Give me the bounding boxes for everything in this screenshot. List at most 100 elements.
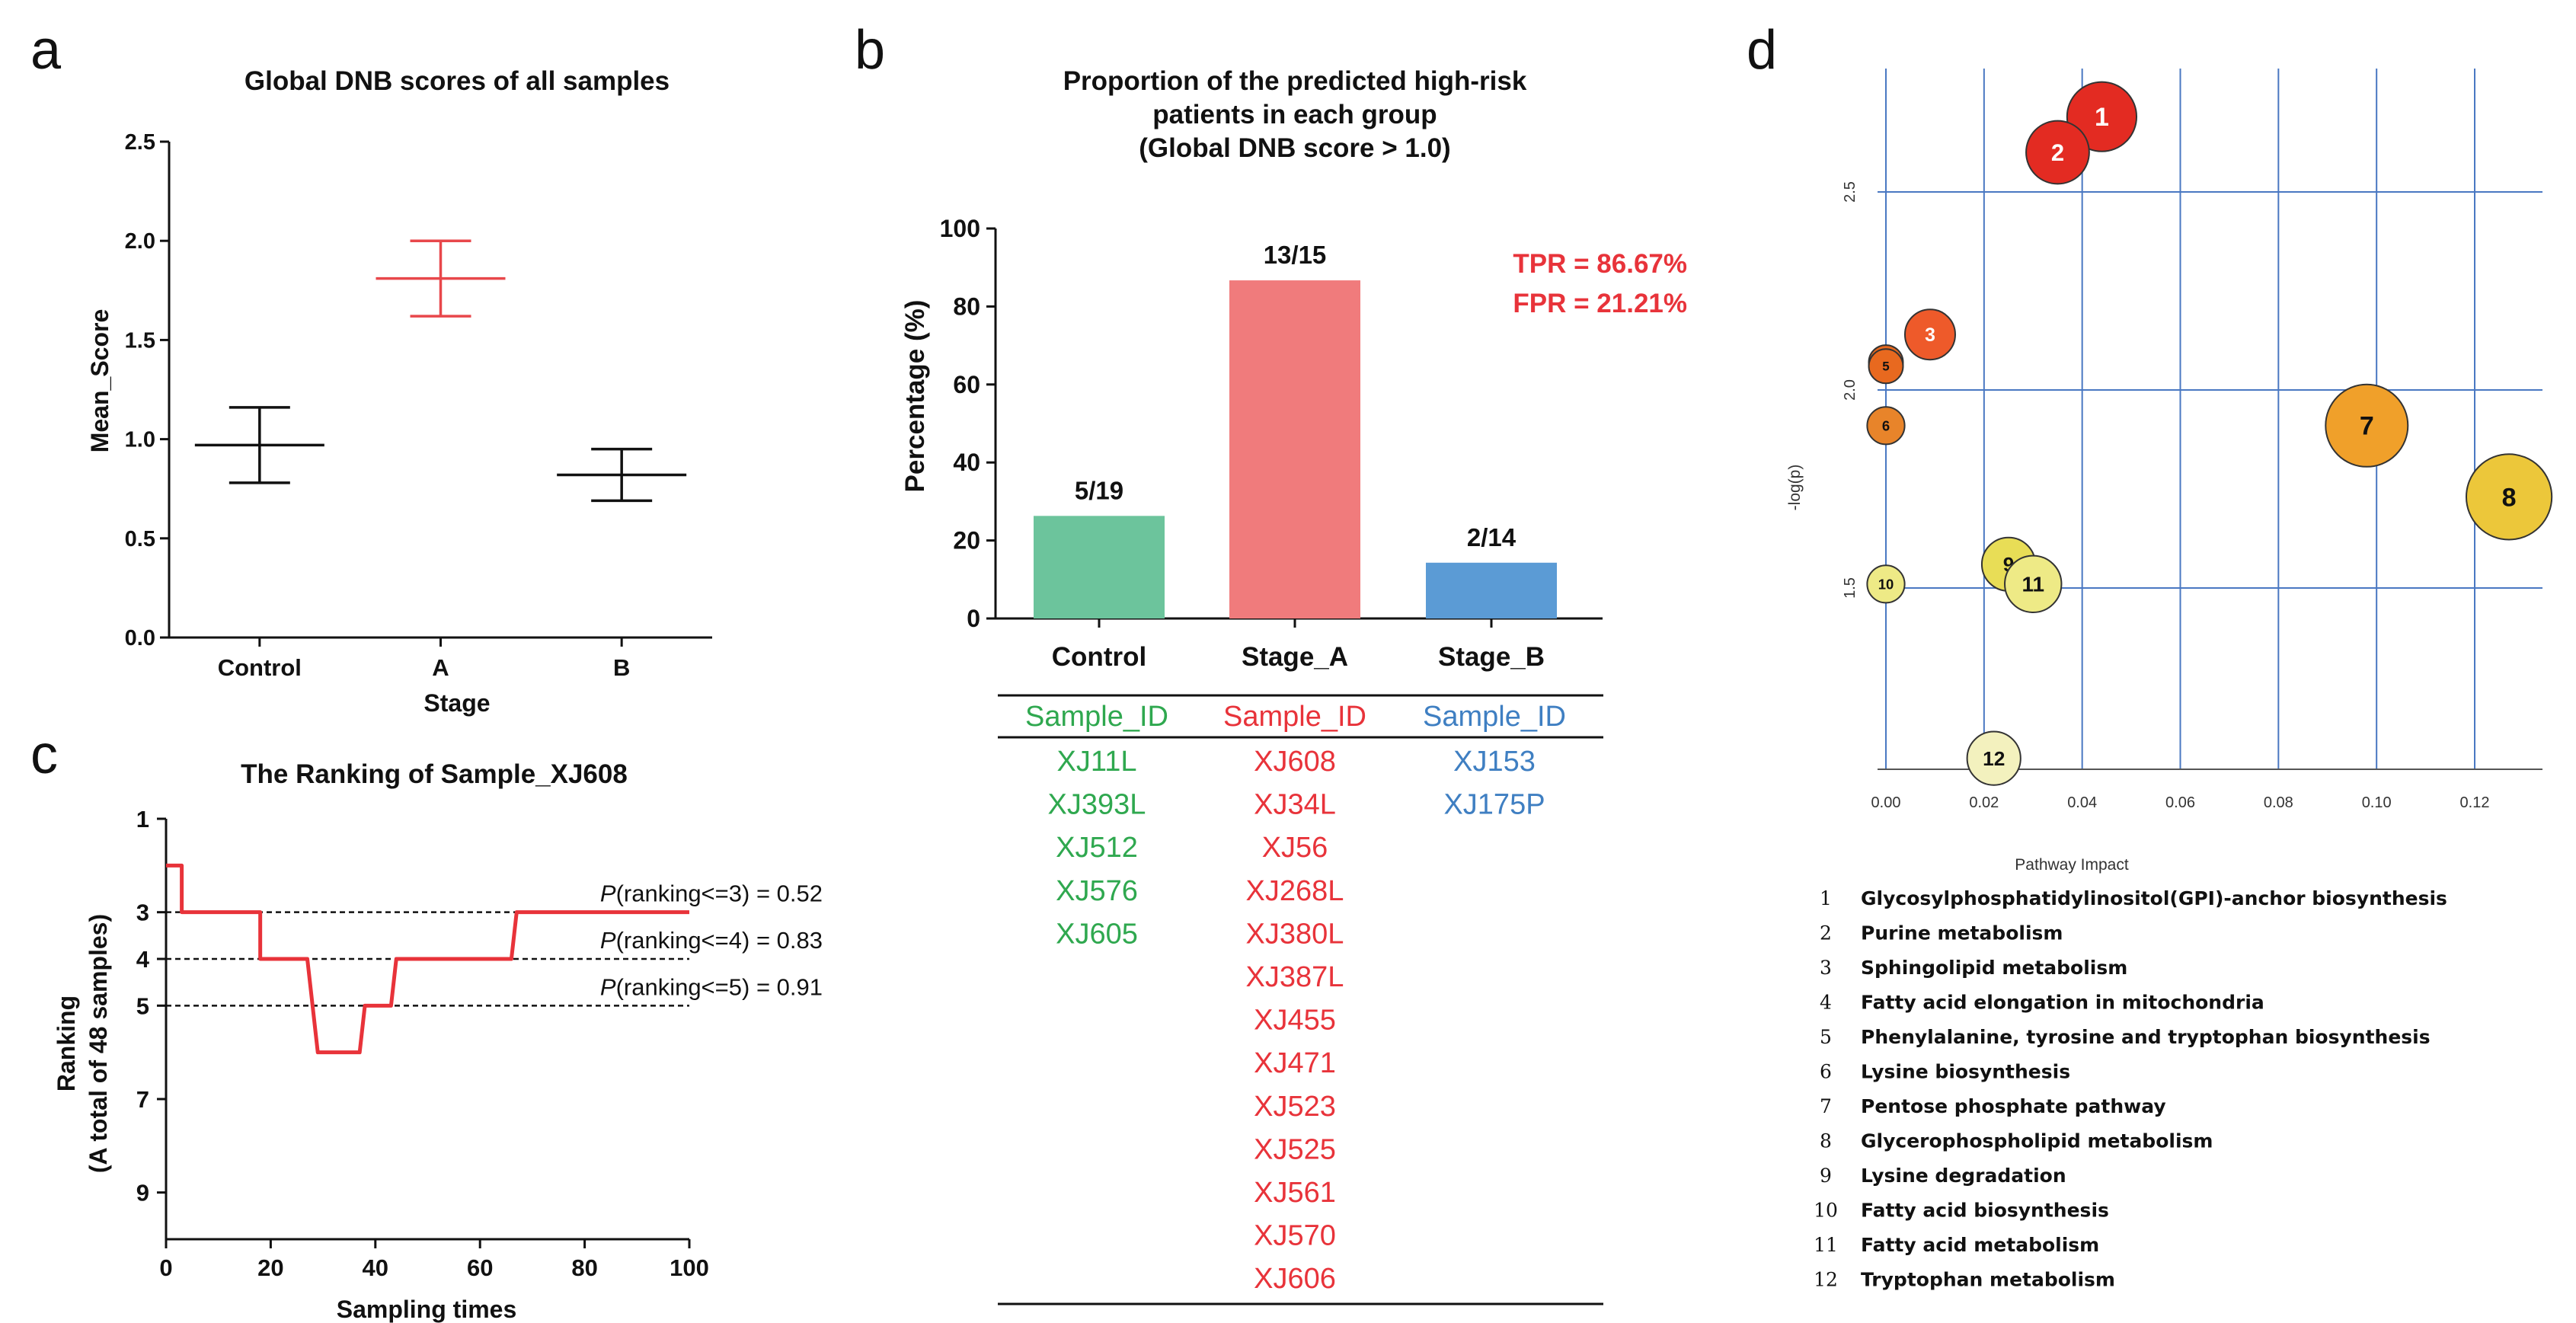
panel-b-y-tick-label: 100 (940, 215, 980, 242)
panel-d-marks: 123456789101112 (1866, 81, 2553, 786)
sample-id-cell: XJ387L (1246, 961, 1344, 993)
panel-a-x-tick-label: Control (218, 654, 302, 681)
panel-c-x-tick-label: 40 (363, 1254, 388, 1281)
sample-id-cell: XJ570 (1254, 1220, 1336, 1252)
panel-b-title-line-1: Proportion of the predicted high-risk (1063, 66, 1527, 96)
panel-a-y-tick-label: 0.5 (125, 527, 155, 551)
panel-b-title-line-3: (Global DNB score > 1.0) (1139, 133, 1450, 163)
panel-c: c The Ranking of Sample_XJ608 1 3 4 5 7 9 0 20 4… (30, 724, 823, 1323)
panel-d-x-tick-label: 0.04 (2067, 794, 2097, 811)
panel-d-y-tick-label: 1.5 (1842, 577, 1858, 599)
panel-b-y-tick-label: 80 (953, 292, 980, 320)
bubble-label-6: 6 (1882, 417, 1890, 433)
sample-id-header: Sample_ID (1223, 701, 1366, 733)
sample-id-cell: XJ606 (1254, 1263, 1336, 1295)
legend-number-9: 9 (1820, 1165, 1832, 1187)
panel-d-x-tick-label: 0.08 (2264, 794, 2293, 811)
legend-number-10: 10 (1814, 1200, 1838, 1222)
panel-a-y-tick-label: 1.0 (125, 428, 155, 452)
panel-c-y-tick-label: 9 (136, 1180, 149, 1206)
panel-a-y-tick-label: 0.0 (125, 626, 155, 650)
legend-number-12: 12 (1814, 1269, 1838, 1291)
panel-d-x-tick-label: 0.02 (1969, 794, 1999, 811)
bubble-label-7: 7 (2360, 412, 2374, 441)
panel-d-y-tick-label: 2.5 (1842, 181, 1858, 203)
table-columns: Sample_ID XJ11L XJ393L XJ512 XJ576 XJ605 Sampl… (1025, 701, 1566, 1295)
panel-a-ylabel: Mean_Score (86, 309, 113, 453)
threshold-label-3: P(ranking<=3) = 0.52 (600, 880, 823, 907)
bubble-label-11: 11 (2022, 573, 2044, 596)
panel-b-title-line-2: patients in each group (1152, 100, 1437, 129)
panel-a-marks (194, 239, 687, 503)
panel-b-ylabel: Percentage (%) (900, 300, 930, 493)
bar-stage_a (1229, 280, 1360, 618)
panel-c-title: The Ranking of Sample_XJ608 (241, 759, 628, 789)
bubble-12 (1966, 730, 2021, 786)
bubble-3 (1903, 308, 1956, 361)
panel-d-x-tick-label: 0.10 (2362, 794, 2392, 811)
sample-id-cell: XJ56 (1262, 832, 1328, 864)
sample-id-cell: XJ605 (1056, 918, 1138, 950)
sample-id-header: Sample_ID (1423, 701, 1566, 733)
legend-number-6: 6 (1820, 1061, 1832, 1083)
panel-c-x-tick-label: 100 (670, 1254, 709, 1281)
sample-id-cell: XJ153 (1453, 746, 1536, 778)
bar-stage_b (1426, 562, 1557, 618)
legend-number-7: 7 (1820, 1095, 1832, 1117)
bubble-label-8: 8 (2502, 483, 2517, 512)
legend-pathway-7: Pentose phosphate pathway (1861, 1095, 2166, 1117)
bubble-2 (2025, 120, 2090, 185)
panel-c-axes: 1 3 4 5 7 9 0 20 40 60 80 100 (136, 806, 709, 1281)
sample-id-cell: XJ608 (1254, 746, 1336, 778)
panel-b: b Proportion of the predicted high-risk … (855, 20, 1687, 1305)
panel-c-x-tick-label: 60 (467, 1254, 493, 1281)
panel-b-y-tick-label: 20 (953, 527, 980, 554)
bar-label-stage_b: 2/14 (1467, 523, 1517, 551)
panel-b-category-label: Stage_B (1438, 642, 1545, 672)
panel-a-y-tick-label: 1.5 (125, 328, 155, 353)
bubble-10 (1866, 564, 1906, 604)
bar-label-stage_a: 13/15 (1264, 241, 1327, 269)
panel-d-x-tick-label: 0.00 (1871, 794, 1901, 811)
panel-c-marks: P(ranking<=3) = 0.52P(ranking<=4) = 0.83… (166, 863, 823, 1055)
bar-control (1034, 516, 1165, 618)
panel-b-category-label: Stage_A (1242, 642, 1348, 672)
legend-pathway-10: Fatty acid biosynthesis (1861, 1200, 2109, 1222)
legend-pathway-3: Sphingolipid metabolism (1861, 957, 2127, 979)
threshold-p-symbol: P (600, 973, 616, 1000)
legend-pathway-11: Fatty acid metabolism (1861, 1234, 2099, 1256)
sample-id-cell: XJ471 (1254, 1047, 1336, 1079)
panel-c-y-tick-label: 5 (136, 992, 149, 1019)
panel-a-title: Global DNB scores of all samples (244, 66, 670, 96)
legend-pathway-4: Fatty acid elongation in mitochondria (1861, 992, 2264, 1014)
threshold-p-symbol: P (600, 880, 616, 907)
panel-b-marks: 5/19 13/15 2/14 (1034, 241, 1557, 618)
panel-label-a: a (30, 20, 62, 81)
legend-number-8: 8 (1820, 1130, 1832, 1152)
panel-label-b: b (855, 20, 885, 81)
panel-b-category-label: Control (1052, 642, 1146, 672)
bubble-6 (1866, 406, 1906, 446)
legend-number-1: 1 (1820, 887, 1832, 909)
bubble-7 (2325, 383, 2409, 468)
panel-d-legend: 1 Glycosylphosphatidylinositol(GPI)-ancho… (1814, 887, 2447, 1291)
panel-b-y-tick-label: 60 (953, 371, 980, 398)
panel-a-axes: 0.0 0.5 1.0 1.5 2.0 2.5 Control A B (125, 130, 712, 681)
panel-c-x-tick-label: 20 (257, 1254, 283, 1281)
bubble-label-3: 3 (1925, 325, 1935, 346)
panel-c-y-tick-label: 7 (136, 1086, 149, 1113)
legend-pathway-8: Glycerophospholipid metabolism (1861, 1130, 2213, 1152)
sample-id-cell: XJ268L (1246, 875, 1344, 907)
sample-id-cell: XJ11L (1057, 746, 1137, 778)
bubble-label-10: 10 (1878, 576, 1894, 592)
sample-id-cell: XJ393L (1048, 789, 1146, 821)
panel-c-x-tick-label: 80 (571, 1254, 597, 1281)
panel-label-d: d (1747, 20, 1777, 81)
panel-d-xlabel: Pathway Impact (2015, 856, 2129, 874)
bubble-8 (2465, 453, 2553, 541)
threshold-label-5: P(ranking<=5) = 0.91 (600, 973, 823, 1000)
panel-c-y-tick-label: 1 (136, 806, 149, 832)
panel-c-x-tick-label: 0 (159, 1254, 172, 1281)
bubble-1 (2066, 81, 2138, 152)
legend-pathway-5: Phenylalanine, tyrosine and tryptophan b… (1861, 1026, 2431, 1048)
